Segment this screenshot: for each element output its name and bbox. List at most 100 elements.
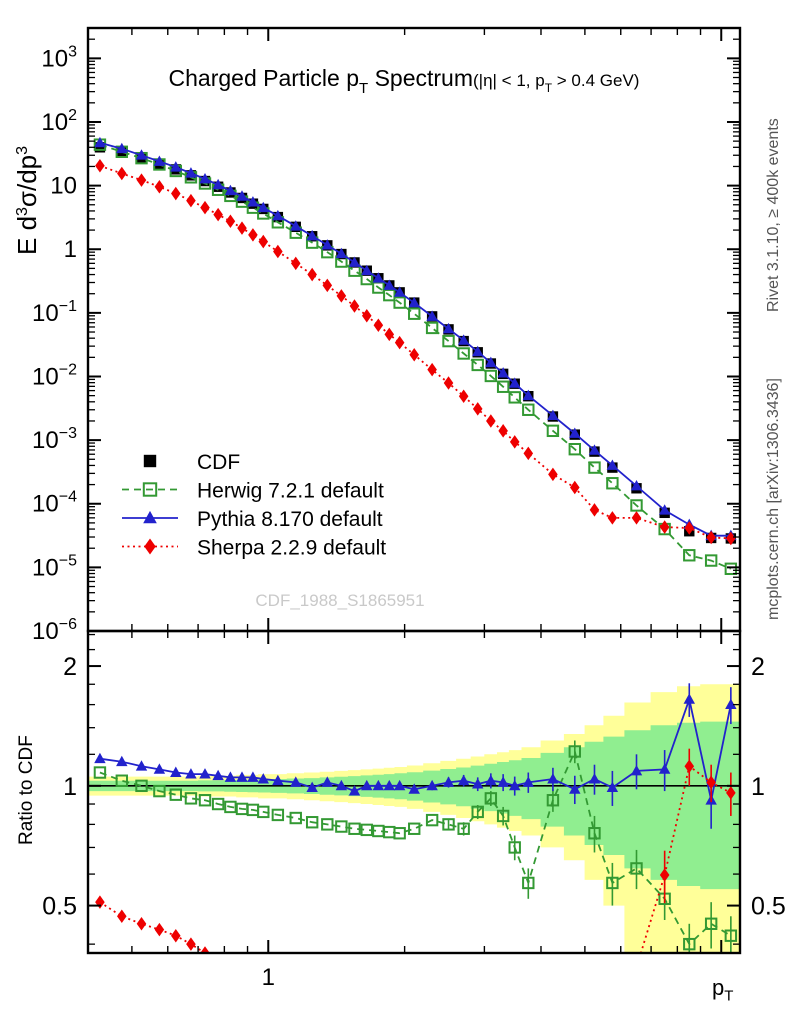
marker-diamond-filled <box>117 909 127 924</box>
marker-square-open <box>153 784 166 798</box>
marker-triangle-filled <box>290 776 302 787</box>
legend-entry-herwig[interactable]: Herwig 7.2.1 default <box>122 480 384 503</box>
marker-diamond-filled <box>336 289 347 303</box>
marker-triangle-filled <box>257 773 270 784</box>
marker-square-open <box>568 442 581 456</box>
marker-diamond-filled <box>307 267 317 282</box>
marker-diamond-filled <box>186 937 196 951</box>
left-mask-2 <box>0 0 88 1024</box>
marker-diamond-filled <box>171 186 181 201</box>
marker-triangle-filled <box>522 776 535 787</box>
right-mask-2 <box>741 0 786 1024</box>
marker-triangle-filled <box>116 142 128 154</box>
marker-triangle-filled <box>383 779 396 791</box>
marker-diamond-filled <box>171 928 181 943</box>
marker-square-open <box>184 792 198 805</box>
x-axis-ticks <box>87 28 723 953</box>
legend-entry-sherpa[interactable]: Sherpa 2.2.9 default <box>122 537 386 560</box>
ratio-series-pythia <box>94 683 737 829</box>
marker-triangle-filled <box>212 178 224 190</box>
marker-triangle-filled <box>630 480 643 491</box>
marker-triangle-filled <box>212 769 224 781</box>
top-mask <box>0 0 786 28</box>
marker-triangle-filled <box>272 209 284 221</box>
marker-square-open <box>211 797 225 811</box>
marker-diamond-filled <box>136 917 147 931</box>
marker-triangle-filled <box>658 504 671 515</box>
marker-diamond-filled <box>726 786 736 800</box>
marker-square-open <box>408 822 421 835</box>
marker-diamond-filled <box>427 362 437 377</box>
ratio-top-mask <box>0 0 786 631</box>
marker-diamond-filled <box>154 922 165 937</box>
marker-triangle-filled <box>485 356 497 368</box>
main-y-tick-label: 10 <box>50 173 77 200</box>
marker-triangle-filled <box>606 459 619 470</box>
marker-triangle-filled <box>224 771 237 782</box>
marker-triangle-filled <box>199 768 211 779</box>
marker-diamond-filled <box>443 376 454 390</box>
marker-triangle-filled <box>569 783 581 794</box>
marker-square-open <box>305 816 319 829</box>
marker-square-open <box>683 937 696 951</box>
marker-triangle-filled <box>306 781 318 792</box>
marker-diamond-filled <box>290 256 301 271</box>
marker-triangle-filled <box>185 768 197 779</box>
ratio-y-tick-label-left: 0.5 <box>42 893 77 921</box>
marker-triangle-filled <box>547 409 559 421</box>
marker-triangle-filled <box>153 155 166 166</box>
mcplots-reference-label: mcplots.cern.ch [arXiv:1306.3436] <box>765 378 782 620</box>
marker-diamond-filled <box>154 179 165 194</box>
marker-square-open <box>442 334 455 348</box>
marker-square-open <box>630 499 643 512</box>
marker-triangle-filled <box>508 377 521 388</box>
marker-triangle-filled <box>588 444 601 455</box>
marker-diamond-filled <box>498 424 508 438</box>
marker-square-open <box>335 820 348 833</box>
marker-diamond-filled <box>258 234 269 249</box>
marker-square-open <box>546 794 560 807</box>
marker-diamond-filled <box>659 868 670 882</box>
marker-square-open <box>289 811 302 825</box>
marker-diamond-filled <box>384 327 395 342</box>
ratio-y-tick-label-left: 2 <box>63 653 77 681</box>
marker-triangle-filled <box>393 286 406 297</box>
marker-triangle-filled <box>408 296 420 308</box>
marker-triangle-filled <box>272 774 284 786</box>
marker-diamond-filled <box>548 467 558 482</box>
marker-square-open <box>393 296 406 309</box>
bot-mask <box>0 954 786 1024</box>
marker-triangle-filled <box>170 766 182 777</box>
marker-diamond-filled <box>213 207 223 222</box>
marker-triangle-filled <box>348 785 361 796</box>
marker-triangle-filled <box>725 698 737 710</box>
marker-triangle-filled <box>588 773 601 784</box>
marker-triangle-filled <box>472 345 484 357</box>
marker-triangle-filled <box>199 173 211 184</box>
marker-diamond-filled <box>706 775 716 790</box>
legend-label: CDF <box>197 451 240 474</box>
marker-diamond-filled <box>95 895 105 909</box>
x-axis-label-text: p <box>712 975 725 1000</box>
marker-diamond-filled <box>684 521 695 535</box>
marker-triangle-filled <box>224 184 237 196</box>
marker-square-open <box>704 917 718 930</box>
marker-triangle-filled <box>426 779 438 791</box>
legend-entry-pythia[interactable]: Pythia 8.170 default <box>122 508 383 531</box>
marker-diamond-filled <box>237 221 247 235</box>
marker-triangle-filled <box>383 279 396 290</box>
marker-triangle-filled <box>630 764 643 776</box>
marker-triangle-filled <box>372 779 385 791</box>
marker-square-open <box>321 818 334 831</box>
marker-square-open <box>568 745 581 758</box>
marker-triangle-filled <box>257 201 270 213</box>
marker-square-open <box>360 823 373 837</box>
ratio-uncertainty-bands <box>88 684 740 953</box>
legend-entry-cdf[interactable]: CDF <box>143 451 240 474</box>
marker-diamond-filled <box>659 520 670 534</box>
main-y-axis-label: E d3σ/dp3 <box>12 146 42 255</box>
marker-triangle-filled <box>606 781 619 792</box>
marker-diamond-filled <box>570 480 580 495</box>
marker-triangle-filled <box>442 776 455 787</box>
legend-label: Sherpa 2.2.9 default <box>197 537 386 560</box>
